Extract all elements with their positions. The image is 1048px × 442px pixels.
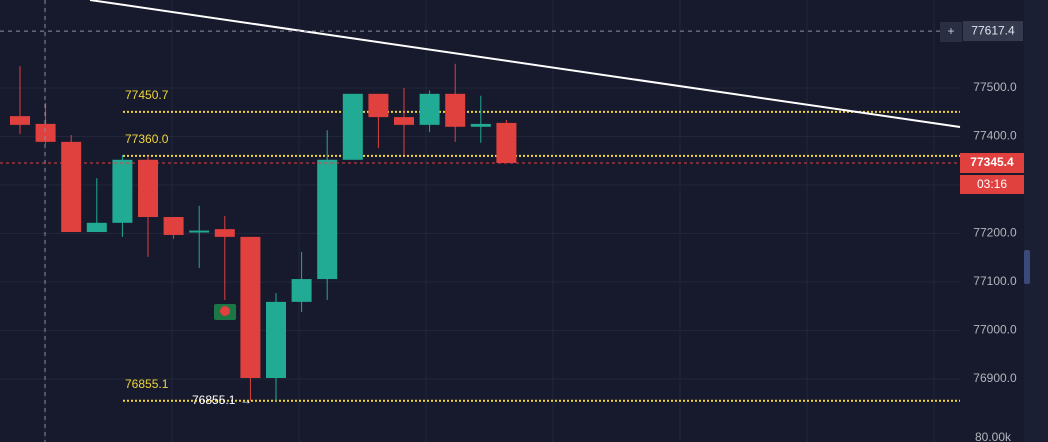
candle-body bbox=[240, 236, 261, 378]
side-toolbar[interactable] bbox=[1024, 0, 1048, 442]
plot bbox=[10, 63, 960, 402]
y-tick-label: 76900.0 bbox=[973, 371, 1017, 385]
crosshair-price: 77617.4 bbox=[971, 23, 1015, 37]
candle-body bbox=[317, 159, 338, 280]
crosshair-price-box bbox=[963, 21, 1023, 42]
candle-body bbox=[266, 301, 286, 378]
candle-body bbox=[470, 123, 491, 127]
trend-line bbox=[89, 0, 961, 128]
y-tick-label: 77500.0 bbox=[973, 80, 1017, 94]
candle-body bbox=[342, 93, 363, 160]
candle-body bbox=[112, 159, 133, 223]
candle-body bbox=[368, 93, 389, 118]
level-label: 77450.7 bbox=[125, 88, 169, 102]
toolbar-handle[interactable] bbox=[1024, 250, 1030, 284]
candle-body bbox=[35, 123, 56, 142]
candle-body bbox=[394, 117, 414, 125]
y-tick-label: 77100.0 bbox=[973, 274, 1017, 288]
countdown: 03:16 bbox=[977, 177, 1007, 191]
level-label: 77360.0 bbox=[125, 132, 169, 146]
trade-marker bbox=[214, 304, 236, 320]
add-icon[interactable]: + bbox=[947, 24, 954, 38]
candle-body bbox=[163, 216, 184, 235]
candle-body bbox=[496, 122, 517, 163]
y-tick-label: 77000.0 bbox=[973, 323, 1017, 337]
candle-body bbox=[61, 141, 82, 233]
last-price-box bbox=[960, 152, 1024, 173]
candle-body bbox=[189, 230, 210, 233]
candle-body bbox=[291, 279, 312, 302]
grid bbox=[0, 0, 960, 442]
add-button[interactable] bbox=[940, 22, 962, 42]
level-label: 76855.1 bbox=[125, 377, 169, 391]
candle-body bbox=[86, 222, 107, 233]
candle-body bbox=[445, 93, 466, 127]
candle-body bbox=[138, 159, 158, 217]
candle-body bbox=[10, 116, 30, 125]
candle-body bbox=[214, 229, 235, 237]
last-price: 77345.4 bbox=[970, 155, 1014, 169]
y-tick-label: 77200.0 bbox=[973, 226, 1017, 240]
arrow: → bbox=[240, 393, 252, 407]
candle-body bbox=[419, 93, 440, 125]
volume-axis-label: 80.00k bbox=[975, 430, 1012, 442]
y-tick-label: 77400.0 bbox=[973, 129, 1017, 143]
countdown-box bbox=[960, 174, 1024, 194]
low-annotation: 76855.1 bbox=[192, 393, 236, 407]
marker-dot bbox=[220, 306, 230, 316]
